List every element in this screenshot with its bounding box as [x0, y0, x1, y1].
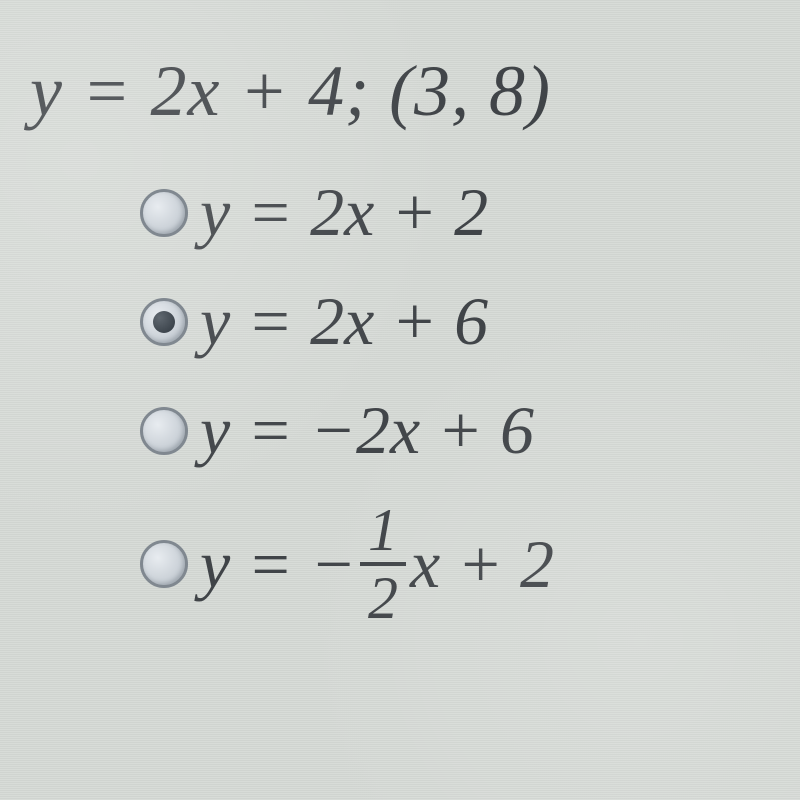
radio-button-1[interactable]: [140, 189, 188, 237]
question-equation: y = 2x + 4; (3, 8): [30, 50, 770, 133]
fraction-4: 12: [360, 500, 406, 628]
answer-option-4[interactable]: y = −12x + 2: [140, 500, 770, 628]
answer-option-3[interactable]: y = −2x + 6: [140, 391, 770, 470]
radio-button-4[interactable]: [140, 540, 188, 588]
answer-option-2[interactable]: y = 2x + 6: [140, 282, 770, 361]
option-text-4: y = −12x + 2: [200, 500, 554, 628]
radio-button-3[interactable]: [140, 407, 188, 455]
answer-option-1[interactable]: y = 2x + 2: [140, 173, 770, 252]
radio-button-2[interactable]: [140, 298, 188, 346]
option-text-3: y = −2x + 6: [200, 391, 534, 470]
option-text-2: y = 2x + 6: [200, 282, 488, 361]
option-text-1: y = 2x + 2: [200, 173, 488, 252]
answer-options: y = 2x + 2 y = 2x + 6 y = −2x + 6 y = −12x …: [30, 173, 770, 628]
